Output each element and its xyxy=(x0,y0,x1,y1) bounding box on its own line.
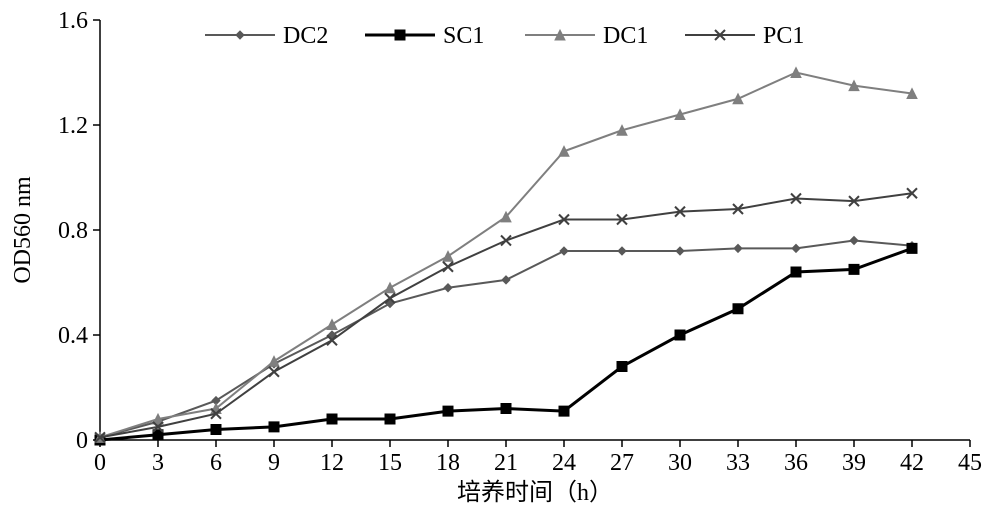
x-tick-label: 15 xyxy=(378,450,402,476)
x-tick-label: 36 xyxy=(784,450,808,476)
x-tick-label: 18 xyxy=(436,450,460,476)
legend-label: DC1 xyxy=(603,23,648,49)
x-axis-label: 培养时间（h） xyxy=(457,479,613,506)
legend-label: DC2 xyxy=(283,23,328,49)
y-axis-label: OD560 nm xyxy=(10,176,36,284)
x-tick-label: 39 xyxy=(842,450,866,476)
x-tick-label: 27 xyxy=(610,450,634,476)
y-tick-label: 0.4 xyxy=(58,323,88,349)
legend-label: SC1 xyxy=(443,23,484,49)
y-tick-label: 0 xyxy=(76,428,88,454)
x-tick-label: 42 xyxy=(900,450,924,476)
x-tick-label: 9 xyxy=(268,450,280,476)
x-tick-label: 24 xyxy=(552,450,576,476)
y-tick-label: 1.6 xyxy=(58,8,88,34)
x-tick-label: 6 xyxy=(210,450,222,476)
y-tick-label: 0.8 xyxy=(58,218,88,244)
legend-label: PC1 xyxy=(763,23,804,49)
x-tick-label: 12 xyxy=(320,450,344,476)
y-tick-label: 1.2 xyxy=(58,113,88,139)
x-tick-label: 33 xyxy=(726,450,750,476)
x-tick-label: 0 xyxy=(94,450,106,476)
growth-curve-chart: 036912151821242730333639424500.40.81.21.… xyxy=(0,0,1000,517)
x-tick-label: 45 xyxy=(958,450,982,476)
x-tick-label: 3 xyxy=(152,450,164,476)
x-tick-label: 21 xyxy=(494,450,518,476)
x-tick-label: 30 xyxy=(668,450,692,476)
chart-container: 036912151821242730333639424500.40.81.21.… xyxy=(0,0,1000,517)
